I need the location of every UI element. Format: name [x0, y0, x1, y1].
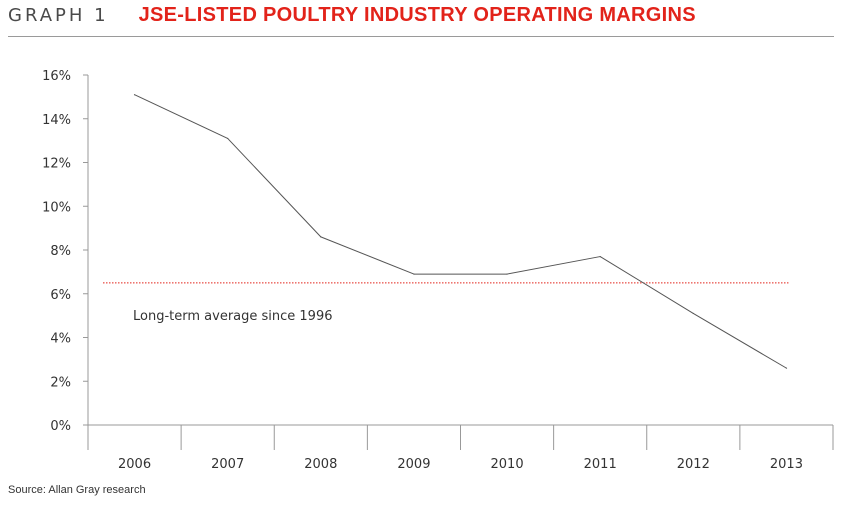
x-tick-label: 2007 [211, 457, 244, 472]
long-term-average-label: Long-term average since 1996 [133, 309, 333, 324]
data-point [320, 236, 322, 238]
y-tick-label: 10% [42, 200, 71, 215]
data-point [506, 273, 508, 275]
header-divider [8, 36, 834, 37]
y-tick-label: 16% [42, 69, 71, 84]
y-tick-label: 12% [42, 157, 71, 172]
y-tick-label: 8% [50, 244, 71, 259]
x-tick-label: 2006 [118, 457, 151, 472]
operating-margin-line [134, 94, 787, 369]
data-point [599, 255, 601, 258]
data-point [413, 273, 415, 275]
source-note: Source: Allan Gray research [8, 484, 146, 496]
y-tick-label: 2% [50, 375, 71, 390]
x-tick-label: 2012 [677, 457, 710, 472]
line-chart: 0% 2% 4% 6% 8% 10% 12% 14% 16% 2006 2007 2008 2009 20… [42, 69, 834, 472]
chart-header: GRAPH 1 JSE-LISTED POULTRY INDUSTRY OPER… [8, 4, 696, 32]
x-tick-label: 2010 [491, 457, 524, 472]
y-tick-label: 6% [50, 288, 71, 303]
x-tick-label: 2009 [397, 457, 430, 472]
x-tick-label: 2013 [770, 457, 803, 472]
graph-number-label: GRAPH 1 [8, 5, 109, 26]
data-point [133, 94, 136, 96]
x-tick-label: 2008 [304, 457, 337, 472]
data-point [227, 137, 229, 140]
x-tick-label: 2011 [584, 457, 617, 472]
data-point [785, 367, 788, 369]
chart-title: JSE-LISTED POULTRY INDUSTRY OPERATING MA… [138, 4, 696, 26]
y-tick-label: 4% [50, 332, 71, 347]
y-tick-label: 0% [50, 419, 71, 434]
y-tick-label: 14% [42, 113, 71, 128]
data-point [692, 312, 694, 315]
